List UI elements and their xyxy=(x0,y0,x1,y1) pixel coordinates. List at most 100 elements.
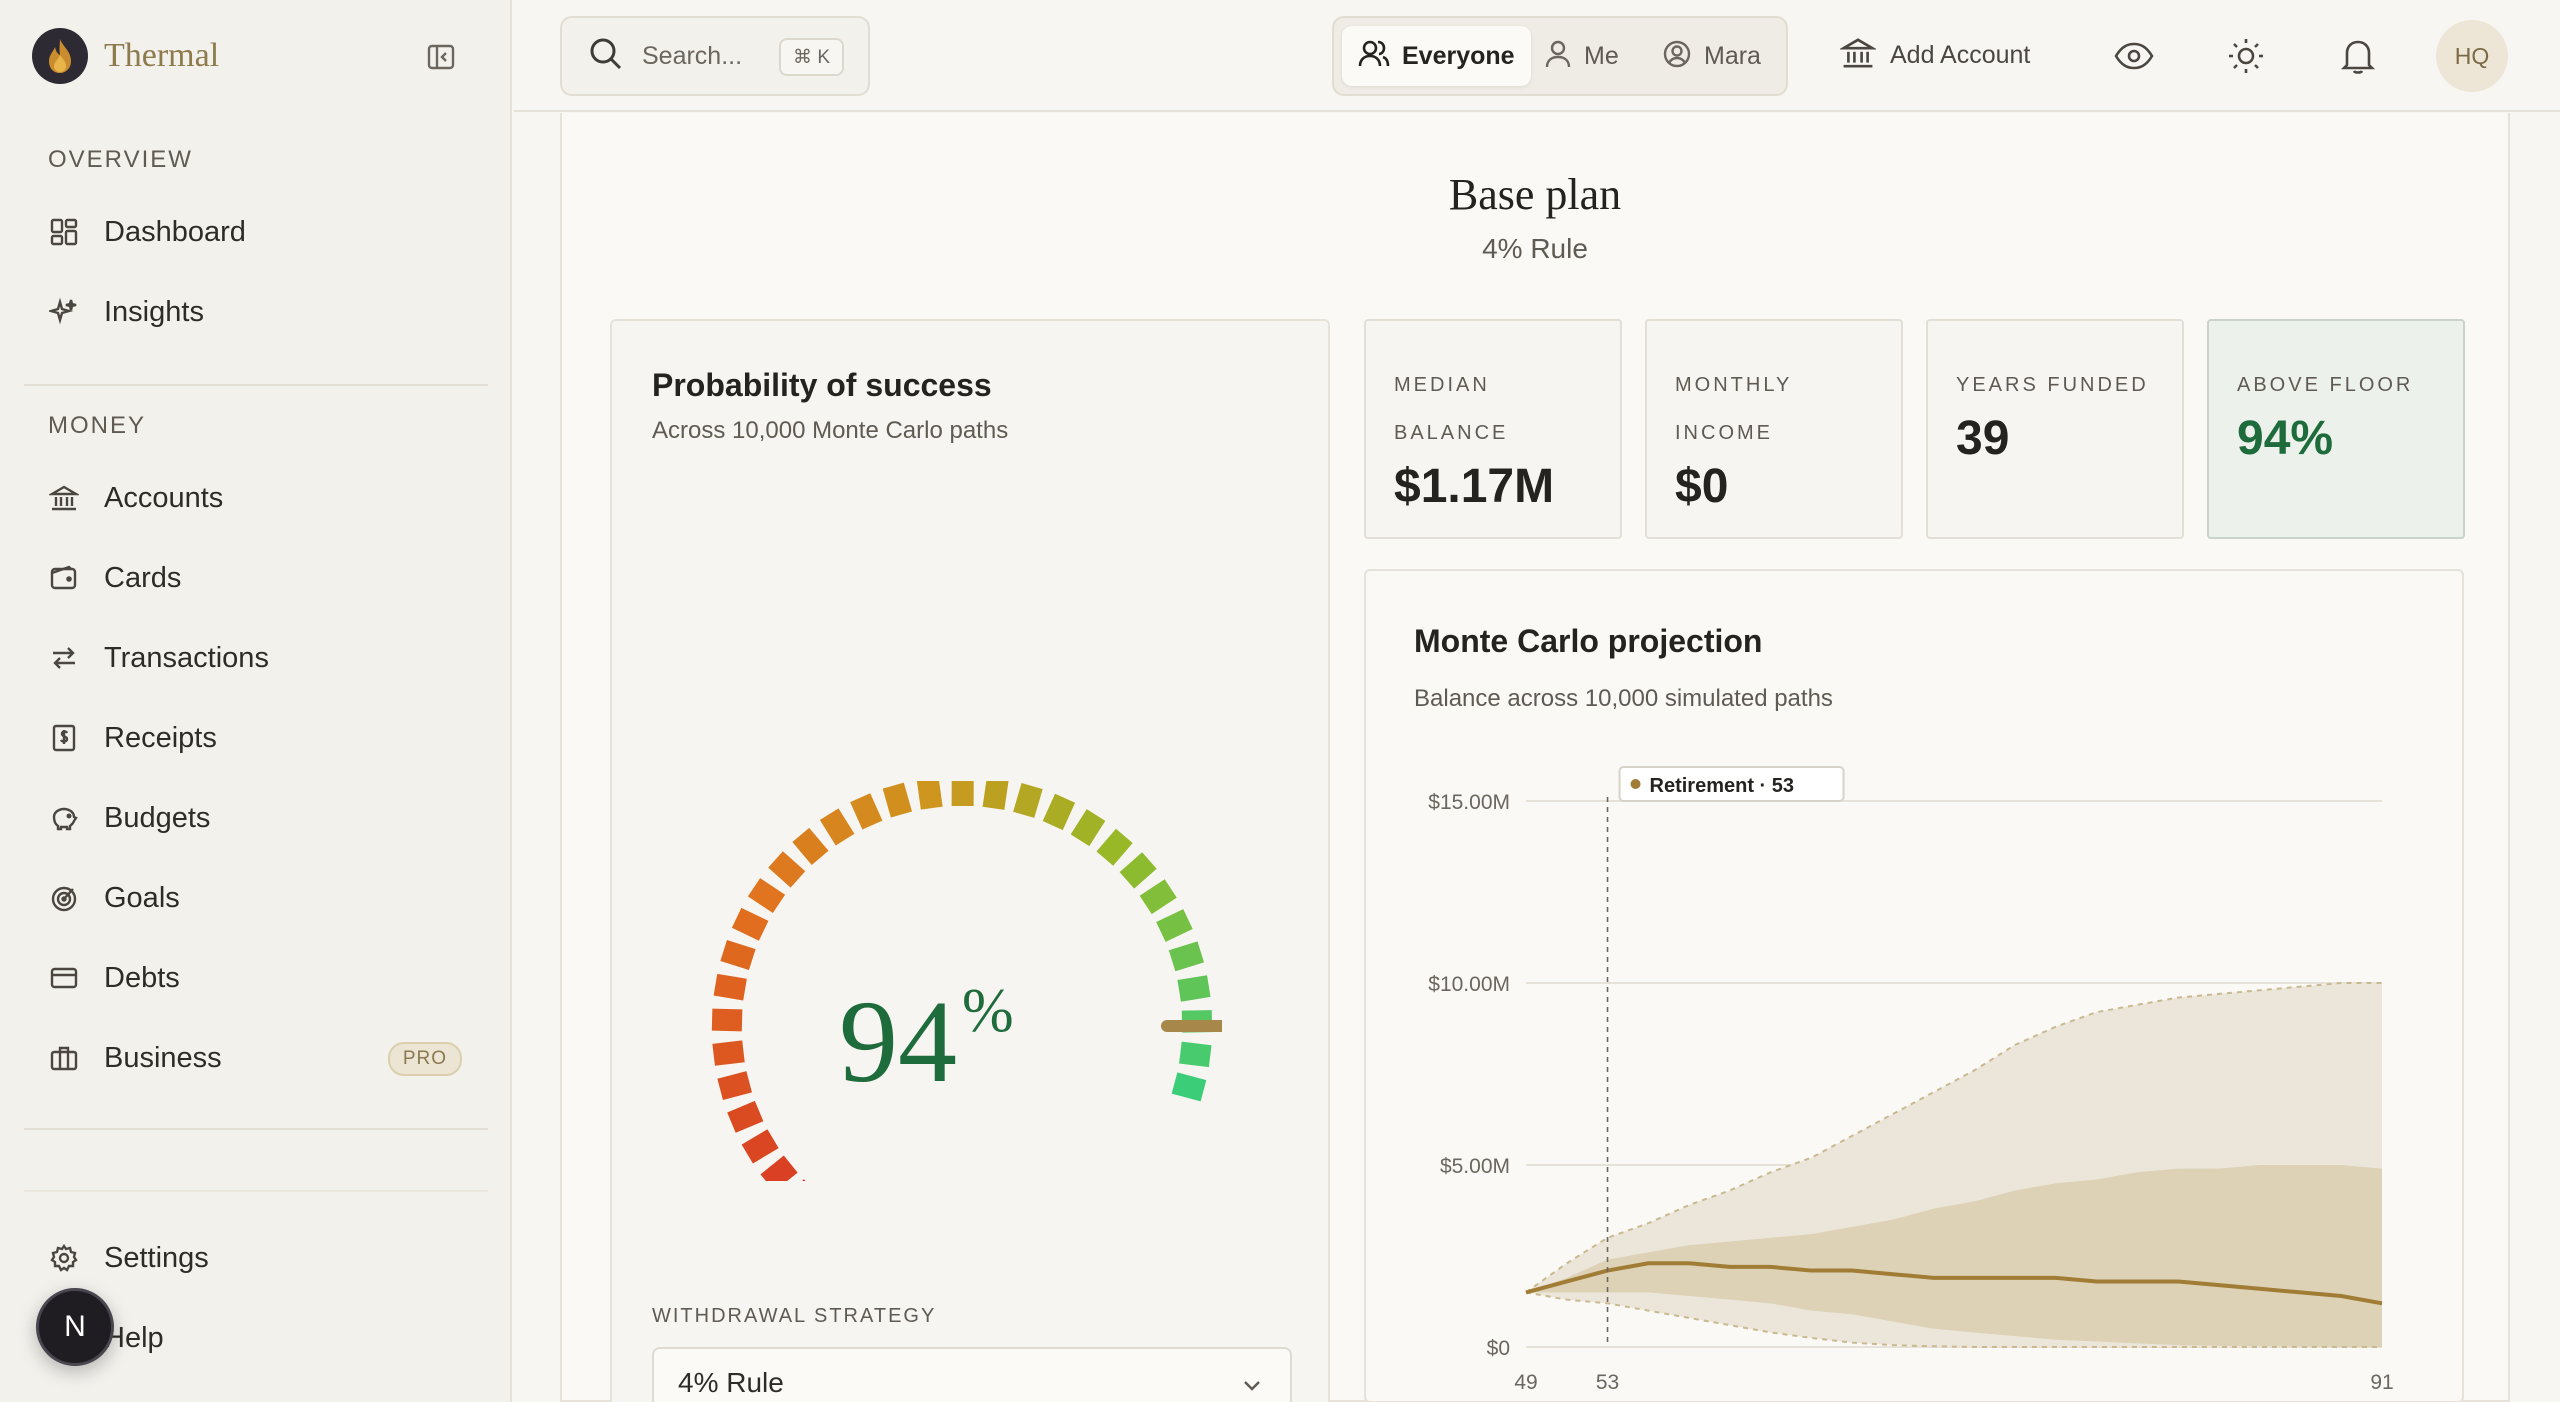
y-tick-label: $0 xyxy=(1487,1337,1510,1360)
monte-carlo-chart: $0 $5.00M $10.00M $15.00M Retirement · 53 49 5… xyxy=(1428,766,2394,1394)
dashboard-icon xyxy=(48,216,80,248)
wallet-icon xyxy=(48,562,80,594)
sidebar-item-label: Transactions xyxy=(104,641,269,674)
sidebar-item-label: Goals xyxy=(104,881,180,914)
gauge-segment xyxy=(1177,975,1211,1002)
sidebar-item-debts[interactable]: Debts xyxy=(48,950,468,1006)
eye-icon[interactable] xyxy=(2112,34,2156,78)
sidebar-collapse-icon[interactable] xyxy=(424,40,458,74)
bank-icon xyxy=(1838,35,1878,76)
probability-card: Probability of success Across 10,000 Mon… xyxy=(610,319,1330,1402)
gauge-segment xyxy=(717,1071,752,1100)
sidebar-item-transactions[interactable]: Transactions xyxy=(48,630,468,686)
add-account-label: Add Account xyxy=(1890,40,2031,69)
gauge-segment xyxy=(727,1100,764,1133)
gauge-segment xyxy=(792,827,829,865)
sidebar-item-receipts[interactable]: Receipts xyxy=(48,710,468,766)
segment-everyone[interactable]: Everyone xyxy=(1342,26,1531,86)
y-tick-label: $15.00M xyxy=(1428,791,1510,814)
sidebar-item-label: Settings xyxy=(104,1241,209,1274)
search-input[interactable]: Search... ⌘ K xyxy=(560,16,870,96)
avatar[interactable]: HQ xyxy=(2436,20,2508,92)
search-shortcut: ⌘ K xyxy=(779,38,844,76)
gauge-segment xyxy=(768,851,806,888)
sidebar-item-label: Debts xyxy=(104,961,180,994)
gauge-value: 94 xyxy=(839,976,957,1107)
bell-icon[interactable] xyxy=(2336,34,2380,78)
brand[interactable]: Thermal xyxy=(32,28,219,84)
gauge-segment xyxy=(720,940,756,971)
gauge-segment xyxy=(1156,909,1193,942)
gauge-segment xyxy=(819,808,855,846)
piggy-icon xyxy=(48,802,80,834)
stat-label: YEARS FUNDED xyxy=(1956,374,2149,396)
retirement-tag-label: Retirement · 53 xyxy=(1650,775,1795,797)
user-circle-icon xyxy=(1662,39,1692,74)
gauge-segment xyxy=(713,973,747,1001)
gauge-segment xyxy=(1070,809,1106,847)
chart-subtitle: Balance across 10,000 simulated paths xyxy=(1414,685,1833,712)
pro-badge: PRO xyxy=(387,1042,462,1076)
gauge-segment xyxy=(916,781,943,810)
gauge-segment xyxy=(741,1129,779,1164)
gear-icon xyxy=(48,1242,80,1274)
segment-me[interactable]: Me xyxy=(1528,26,1635,86)
sidebar-item-label: Dashboard xyxy=(104,215,246,248)
stat-card-monthly-income: MONTHLY INCOME $0 xyxy=(1645,319,1903,539)
add-account-button[interactable]: Add Account xyxy=(1838,30,2031,80)
segment-label: Mara xyxy=(1704,41,1761,70)
users-icon xyxy=(1358,39,1390,74)
stat-label: ABOVE FLOOR xyxy=(2237,374,2414,396)
stat-value: 39 xyxy=(1956,412,2010,465)
sidebar-item-cards[interactable]: Cards xyxy=(48,550,468,606)
user-icon xyxy=(1544,39,1572,74)
sidebar-item-dashboard[interactable]: Dashboard xyxy=(48,204,468,260)
y-tick-label: $10.00M xyxy=(1428,973,1510,996)
household-switcher: Everyone Me Mara xyxy=(1332,16,1788,96)
sidebar-item-label: Accounts xyxy=(104,481,224,514)
search-placeholder: Search... xyxy=(642,41,743,70)
sidebar-item-accounts[interactable]: Accounts xyxy=(48,470,468,526)
retirement-tag xyxy=(1618,766,1845,802)
card-icon xyxy=(48,962,80,994)
segment-mara[interactable]: Mara xyxy=(1646,26,1777,86)
segment-label: Everyone xyxy=(1402,41,1515,70)
receipt-icon xyxy=(48,722,80,754)
stat-value: $1.17M xyxy=(1394,460,1555,513)
topbar: Search... ⌘ K Everyone Me Mara Add Accou… xyxy=(514,0,2560,112)
stat-label: MONTHLY xyxy=(1675,374,1793,396)
sidebar-divider xyxy=(24,1128,488,1130)
plan-title: Base plan xyxy=(1448,170,1622,219)
sidebar-item-insights[interactable]: Insights xyxy=(48,284,468,340)
arrows-icon xyxy=(48,642,80,674)
briefcase-icon xyxy=(48,1042,80,1074)
p10-line xyxy=(1525,1291,2382,1348)
withdrawal-strategy-select[interactable]: 4% Rule xyxy=(652,1347,1292,1402)
segment-label: Me xyxy=(1584,41,1619,70)
stat-card-median-balance: MEDIAN BALANCE $1.17M xyxy=(1364,319,1622,539)
assistant-avatar[interactable]: N xyxy=(36,1288,114,1366)
search-icon xyxy=(588,36,624,77)
flame-logo-icon xyxy=(32,28,88,84)
sidebar-item-goals[interactable]: Goals xyxy=(48,870,468,926)
stat-label: MEDIAN xyxy=(1394,374,1490,396)
median-line xyxy=(1525,1261,2383,1306)
sidebar-item-label: Cards xyxy=(104,561,182,594)
probability-title: Probability of success xyxy=(652,367,992,403)
section-label-money: MONEY xyxy=(48,412,147,439)
gauge-segment xyxy=(982,781,1009,810)
gauge-segment xyxy=(1096,828,1133,866)
gauge-segment xyxy=(951,781,974,807)
sidebar-item-settings[interactable]: Settings xyxy=(48,1230,468,1286)
gauge-needle xyxy=(1161,1020,1222,1032)
chart-title: Monte Carlo projection xyxy=(1414,623,1763,659)
sidebar: Thermal OVERVIEW Dashboard Insights MONE… xyxy=(0,0,512,1402)
plan-subtitle: 4% Rule xyxy=(1482,233,1588,264)
sidebar-item-business[interactable]: Business PRO xyxy=(48,1030,468,1086)
gauge-segment xyxy=(1179,1041,1212,1068)
sidebar-footer-divider xyxy=(24,1190,488,1192)
success-gauge: 94 % xyxy=(711,781,1222,1181)
sun-icon[interactable] xyxy=(2224,34,2268,78)
sidebar-item-budgets[interactable]: Budgets xyxy=(48,790,468,846)
gauge-unit: % xyxy=(962,977,1014,1045)
